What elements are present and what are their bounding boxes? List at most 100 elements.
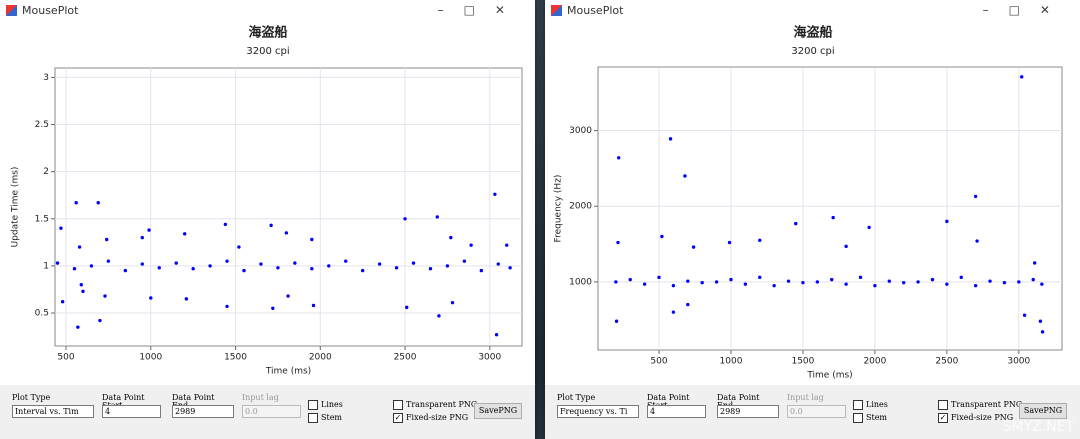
data-point [286, 294, 290, 298]
data-point [259, 262, 263, 266]
data-point [184, 297, 189, 301]
save-button[interactable]: SavePNG [1019, 403, 1067, 419]
data-point [844, 282, 848, 286]
data-point [945, 219, 949, 224]
stem-checkbox[interactable] [853, 413, 863, 423]
transparent-checkbox[interactable] [938, 400, 948, 410]
data-point [394, 266, 399, 270]
x-tick-label: 3000 [1007, 357, 1030, 367]
chart: 海盗船 3200 cpi Time (ms) Update Time (ms) 500 1… [11, 25, 523, 377]
lines-checkbox[interactable] [308, 400, 318, 410]
data-point [930, 277, 935, 282]
data-point [794, 221, 798, 226]
window-title: MousePlot [22, 4, 79, 17]
data-point [174, 261, 178, 265]
y-axis-label: Update Time (ms) [11, 167, 21, 248]
data-point [469, 243, 473, 247]
data-point [714, 280, 719, 284]
chart-subtitle: 3200 cpi [791, 46, 834, 57]
x-tick-label: 2000 [863, 357, 886, 367]
data-point [1017, 280, 1021, 284]
data-point [758, 238, 762, 242]
title-bar: MousePlot –□✕ [0, 0, 535, 22]
start-input[interactable]: 4 [647, 405, 706, 418]
data-point [96, 201, 100, 205]
save-button[interactable]: SavePNG [474, 403, 522, 419]
data-point [310, 237, 314, 242]
window-buttons[interactable]: –□✕ [437, 3, 525, 17]
data-point [223, 222, 228, 227]
y-tick-label: 1.5 [35, 214, 49, 224]
app-icon [6, 5, 17, 16]
data-point [916, 280, 920, 284]
data-point [660, 234, 664, 239]
data-point [830, 277, 834, 282]
data-point [617, 156, 621, 160]
transparent-checkbox[interactable] [393, 400, 403, 410]
data-point [449, 235, 453, 240]
start-input[interactable]: 4 [102, 405, 161, 418]
transparent-label: Transparent PNG [406, 400, 478, 409]
data-point [831, 215, 835, 220]
data-point [1040, 330, 1045, 334]
data-point [496, 262, 500, 266]
data-point [700, 280, 704, 285]
app-icon [551, 5, 562, 16]
title-bar: MousePlot –□✕ [545, 0, 1080, 22]
lag-input: 0.0 [787, 405, 846, 418]
data-point [284, 231, 289, 235]
data-point [293, 261, 297, 265]
plot-type-label: Plot Type [12, 393, 51, 402]
x-axis-label: Time (ms) [265, 367, 311, 377]
lines-label: Lines [321, 400, 343, 409]
fixed-checkbox[interactable]: ✓ [938, 413, 948, 423]
window: MousePlot –□✕ 海盗船 3200 cpi Time (ms) Update T… [0, 0, 535, 439]
plot-type-select[interactable]: Frequency vs. Ti [557, 405, 639, 418]
data-point [901, 280, 906, 285]
x-tick-label: 500 [650, 357, 667, 367]
data-point [867, 225, 871, 230]
plot-type-label: Plot Type [557, 393, 596, 402]
data-point [671, 283, 676, 288]
data-point [276, 266, 280, 270]
end-input[interactable]: 2989 [717, 405, 779, 418]
lag-label: Input lag [242, 393, 279, 402]
y-tick-label: 0.5 [35, 309, 49, 319]
data-point [77, 245, 82, 249]
data-point [237, 245, 241, 249]
data-point [242, 268, 246, 273]
end-input[interactable]: 2989 [172, 405, 234, 418]
lines-checkbox[interactable] [853, 400, 863, 410]
data-point [1002, 280, 1007, 285]
chart-title: 海盗船 [248, 25, 287, 41]
data-point [310, 267, 314, 271]
x-tick-label: 1000 [139, 353, 162, 363]
data-point [76, 325, 80, 329]
lag-label: Input lag [787, 393, 824, 402]
data-point [758, 275, 762, 280]
data-point [479, 268, 484, 273]
data-point [772, 283, 776, 288]
window-buttons[interactable]: –□✕ [982, 3, 1070, 17]
data-point [182, 232, 187, 236]
data-point [435, 215, 439, 219]
x-tick-label: 2000 [309, 353, 332, 363]
chart-subtitle: 3200 cpi [246, 46, 289, 57]
data-point [614, 280, 618, 284]
data-point [311, 303, 316, 308]
data-point [973, 283, 978, 288]
data-point [437, 314, 441, 318]
data-point [729, 277, 733, 282]
stem-checkbox[interactable] [308, 413, 318, 423]
data-point [269, 223, 273, 228]
data-point [691, 245, 696, 249]
data-point [743, 282, 748, 286]
x-tick-label: 500 [57, 353, 74, 363]
data-point [208, 264, 212, 268]
x-tick-label: 1500 [224, 353, 247, 363]
plot-type-select[interactable]: Interval vs. Tim [12, 405, 94, 418]
data-point [140, 235, 144, 240]
transparent-label: Transparent PNG [951, 400, 1023, 409]
fixed-checkbox[interactable]: ✓ [393, 413, 403, 423]
x-axis-label: Time (ms) [806, 371, 852, 381]
